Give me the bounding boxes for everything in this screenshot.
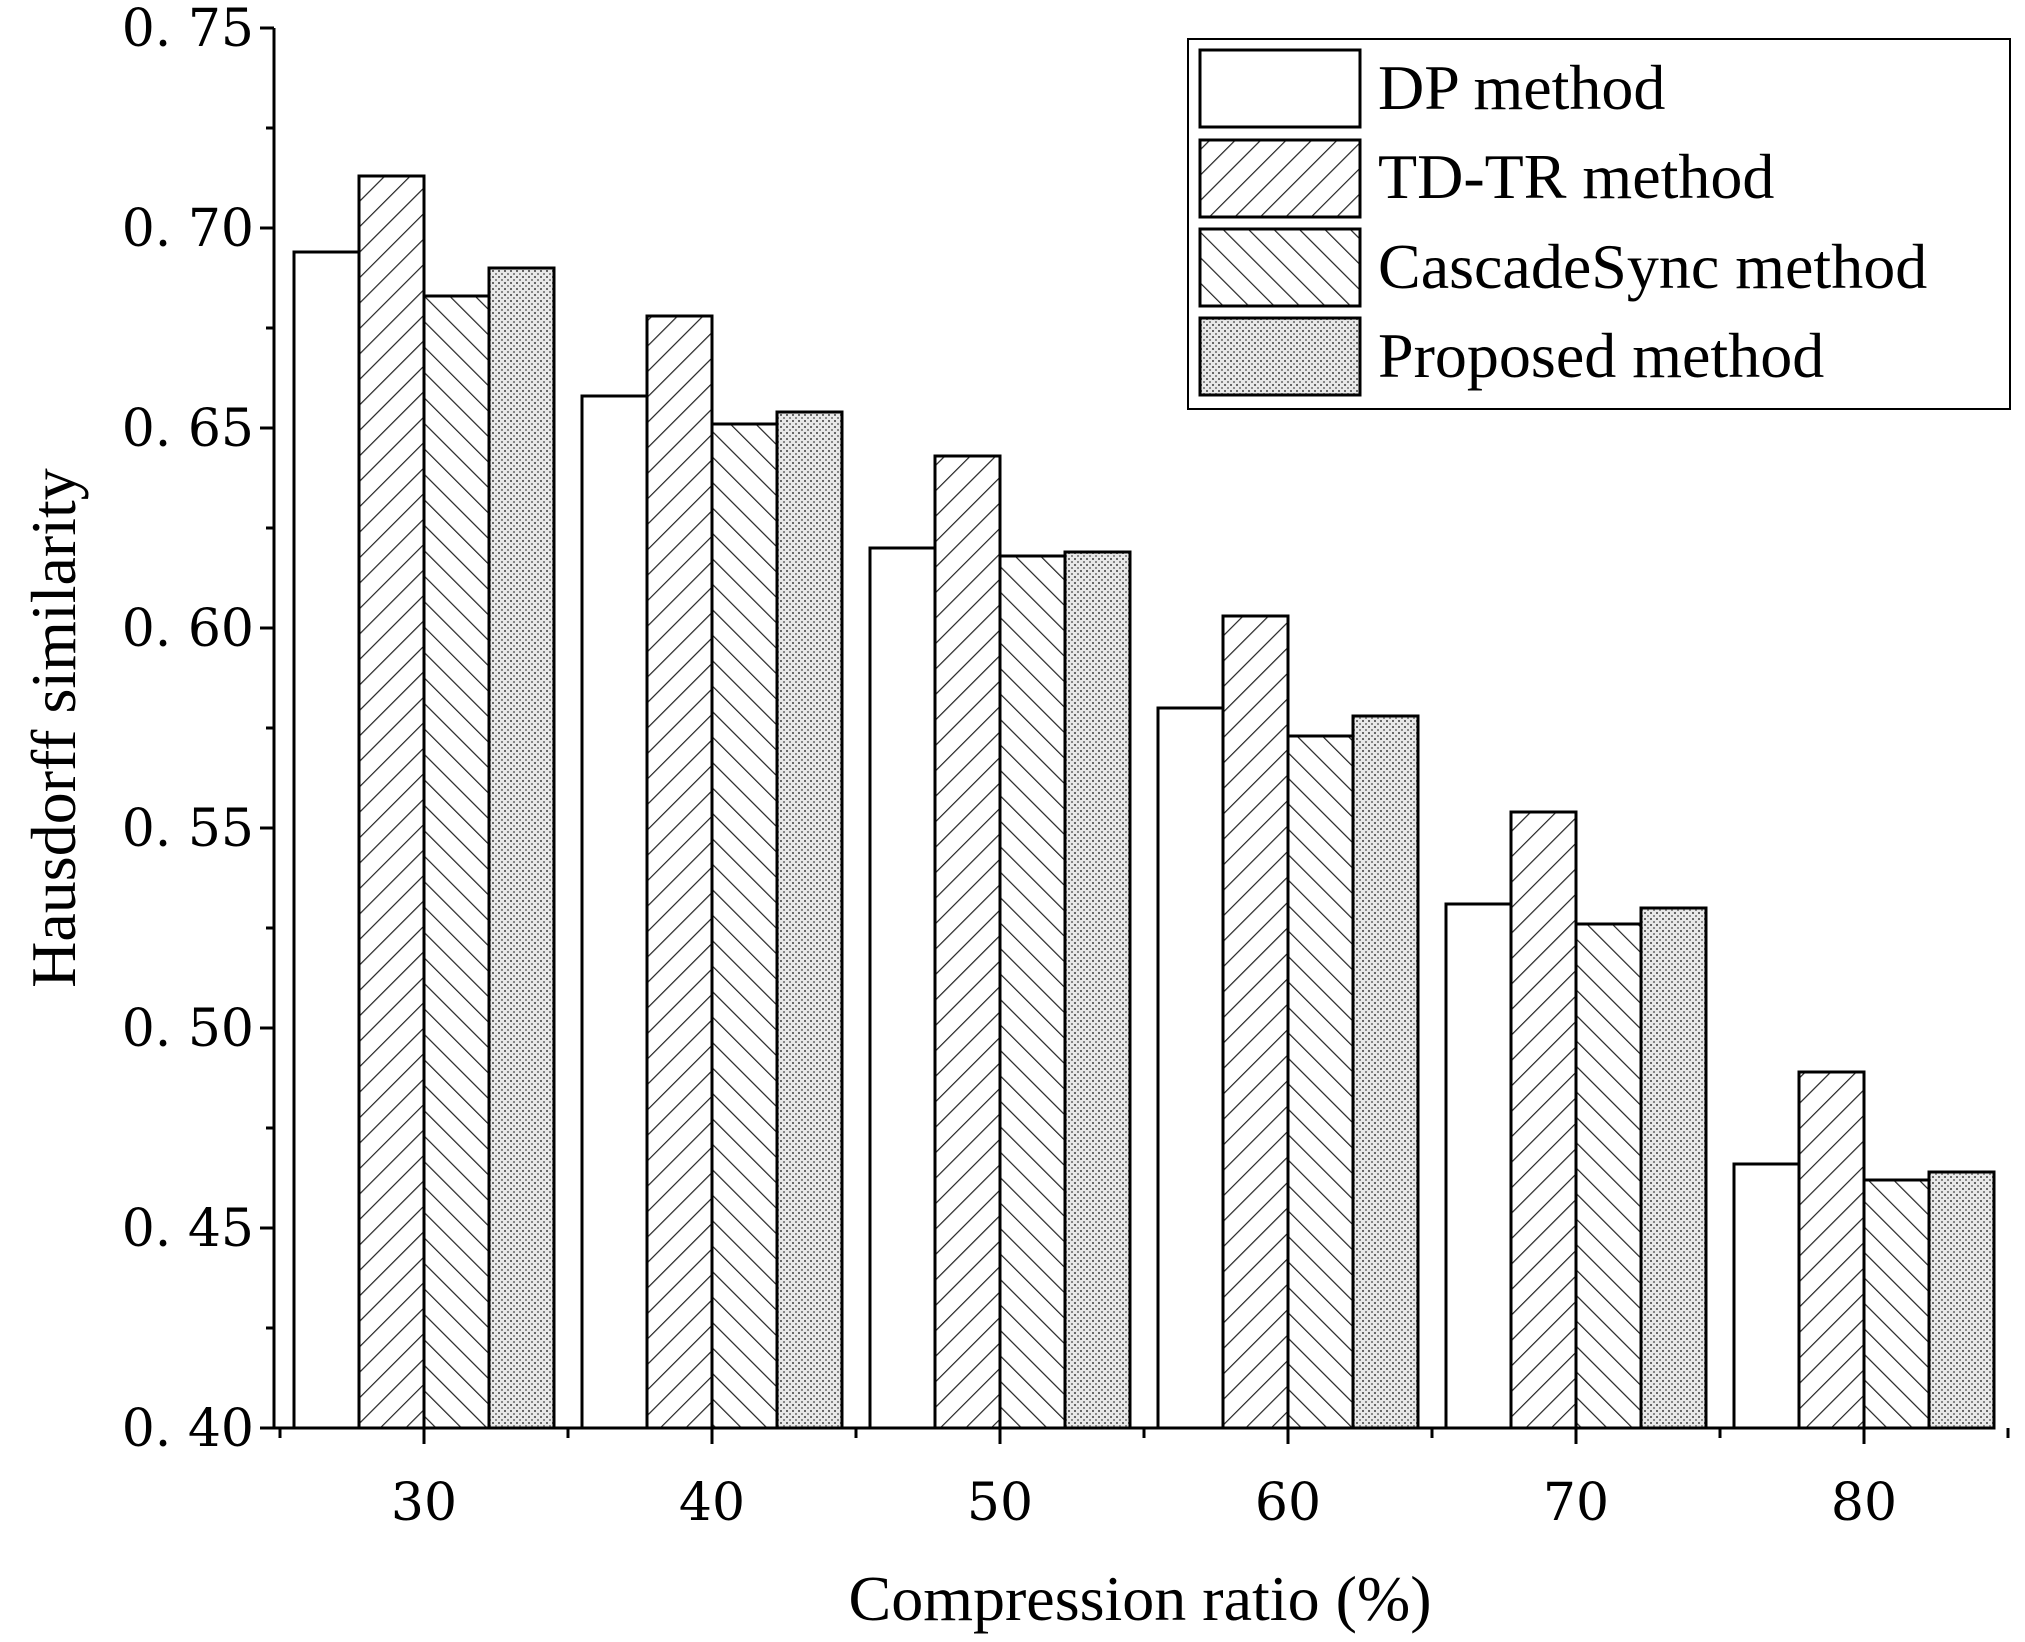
axes bbox=[260, 26, 2010, 1444]
x-tick-label: 70 bbox=[1543, 1473, 1609, 1533]
legend-label-cascadesync: CascadeSync method bbox=[1378, 231, 1927, 302]
bar-cascadesync-method-80 bbox=[1862, 1178, 1931, 1430]
x-axis-title: Compression ratio (%) bbox=[849, 1563, 1432, 1634]
y-tick-label: 0. 65 bbox=[122, 399, 254, 459]
bar-cascadesync-method-30 bbox=[422, 294, 491, 1430]
legend: DP method TD-TR method CascadeSync metho… bbox=[1187, 38, 2011, 410]
y-tick-label: 0. 60 bbox=[122, 599, 254, 659]
bar-dp-method-50 bbox=[868, 546, 937, 1430]
bar-td-tr-method-40 bbox=[645, 314, 714, 1430]
bar-cascadesync-method-40 bbox=[710, 422, 779, 1430]
legend-label-tdtr: TD-TR method bbox=[1378, 141, 1774, 212]
bar-proposed-method-70 bbox=[1639, 906, 1708, 1430]
legend-label-proposed: Proposed method bbox=[1378, 320, 1824, 391]
tick-labels: 0. 40 0. 45 0. 50 0. 55 0. 60 0. 65 0. 70 0. 75… bbox=[122, 0, 1897, 1533]
bar-cascadesync-method-50 bbox=[998, 554, 1067, 1430]
bar-td-tr-method-70 bbox=[1509, 810, 1578, 1430]
x-tick-label: 50 bbox=[967, 1473, 1033, 1533]
bar-proposed-method-80 bbox=[1927, 1170, 1996, 1430]
y-tick-label: 0. 75 bbox=[122, 0, 254, 59]
bar-cascadesync-method-60 bbox=[1286, 734, 1355, 1430]
bar-td-tr-method-60 bbox=[1221, 614, 1290, 1430]
y-tick-label: 0. 45 bbox=[122, 1199, 254, 1259]
y-tick-label: 0. 55 bbox=[122, 799, 254, 859]
bars bbox=[292, 174, 1996, 1430]
y-axis-title: Hausdorff similarity bbox=[18, 468, 89, 988]
legend-swatch-dp bbox=[1198, 48, 1362, 129]
bar-td-tr-method-30 bbox=[357, 174, 426, 1430]
x-tick-label: 80 bbox=[1831, 1473, 1897, 1533]
bar-dp-method-30 bbox=[292, 250, 361, 1430]
x-tick-label: 60 bbox=[1255, 1473, 1321, 1533]
bar-dp-method-40 bbox=[580, 394, 649, 1430]
bar-dp-method-70 bbox=[1444, 902, 1513, 1430]
bar-dp-method-80 bbox=[1732, 1162, 1801, 1430]
bar-td-tr-method-50 bbox=[933, 454, 1002, 1430]
y-tick-label: 0. 50 bbox=[122, 999, 254, 1059]
bar-proposed-method-50 bbox=[1063, 550, 1132, 1430]
bar-cascadesync-method-70 bbox=[1574, 922, 1643, 1430]
bar-proposed-method-60 bbox=[1351, 714, 1420, 1430]
y-tick-label: 0. 70 bbox=[122, 199, 254, 259]
legend-label-dp: DP method bbox=[1378, 52, 1665, 123]
bar-td-tr-method-80 bbox=[1797, 1070, 1866, 1430]
x-tick-label: 30 bbox=[391, 1473, 457, 1533]
bar-dp-method-60 bbox=[1156, 706, 1225, 1430]
legend-swatch-proposed bbox=[1198, 316, 1362, 397]
bar-proposed-method-30 bbox=[487, 266, 556, 1430]
y-tick-label: 0. 40 bbox=[122, 1399, 254, 1459]
legend-swatch-tdtr bbox=[1198, 138, 1362, 219]
x-tick-label: 40 bbox=[679, 1473, 745, 1533]
legend-swatch-cascadesync bbox=[1198, 227, 1362, 308]
bar-proposed-method-40 bbox=[775, 410, 844, 1430]
